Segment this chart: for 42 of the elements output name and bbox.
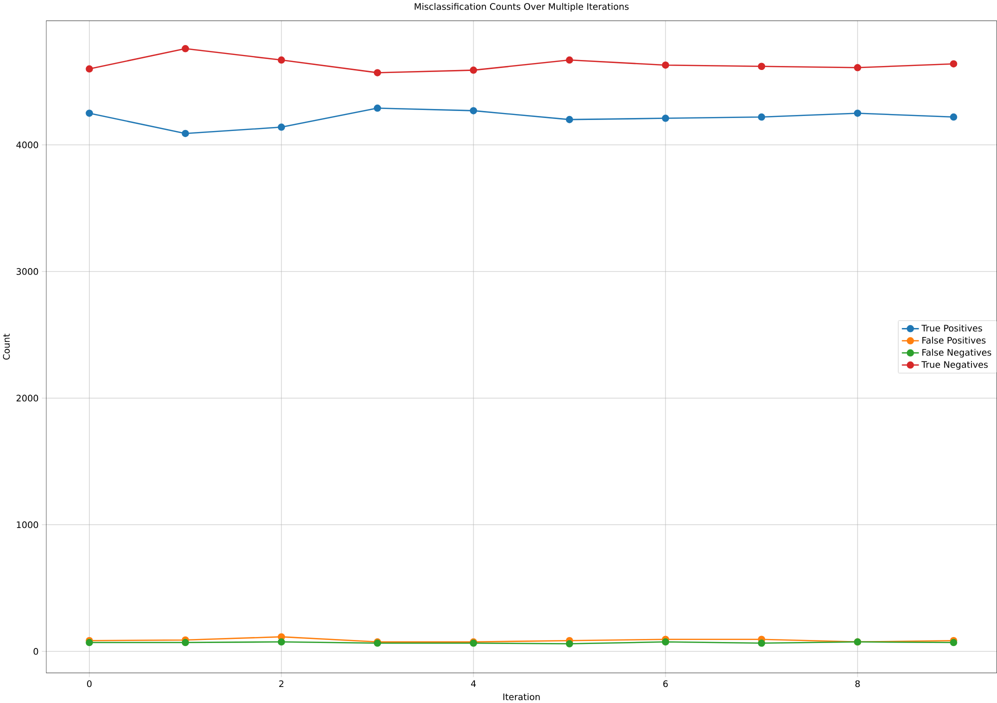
point — [374, 104, 382, 112]
point — [662, 638, 670, 646]
point — [566, 116, 574, 124]
point — [758, 62, 766, 70]
point — [278, 56, 286, 64]
x-tick-label: 2 — [279, 680, 284, 687]
point — [182, 44, 190, 52]
y-tick-label: 2000 — [16, 394, 38, 402]
point — [182, 638, 190, 646]
point — [86, 109, 93, 117]
point — [470, 66, 478, 74]
point — [278, 638, 286, 646]
point — [950, 60, 958, 68]
chart-title: Misclassification Counts Over Multiple Iterations — [414, 2, 629, 12]
x-tick-label: 6 — [663, 680, 668, 688]
point — [950, 113, 958, 121]
point — [470, 106, 478, 114]
point — [854, 109, 862, 117]
x-tick-label: 8 — [855, 680, 860, 688]
x-axis-title: Iteration — [503, 693, 540, 700]
point — [662, 61, 670, 69]
legend-label: False Positives — [922, 336, 986, 344]
y-axis-title: Count — [2, 334, 10, 360]
point — [758, 639, 766, 647]
point — [182, 130, 190, 138]
y-tick-label: 3000 — [16, 268, 38, 275]
point — [758, 113, 766, 121]
point — [566, 640, 574, 648]
y-tick-label: 1000 — [16, 521, 38, 528]
x-tick-label: 4 — [471, 680, 476, 687]
point — [854, 64, 862, 72]
point — [278, 123, 286, 131]
legend-label: False Negatives — [922, 348, 992, 358]
point — [566, 56, 574, 64]
y-tick-label: 0 — [34, 648, 38, 655]
legend-label: True Negatives — [921, 360, 988, 370]
point — [86, 65, 93, 72]
point — [662, 114, 670, 122]
x-tick-label: 0 — [87, 680, 92, 688]
legend-label: True Positives — [921, 324, 982, 332]
point — [374, 68, 382, 76]
y-tick-label: 4000 — [16, 141, 38, 148]
